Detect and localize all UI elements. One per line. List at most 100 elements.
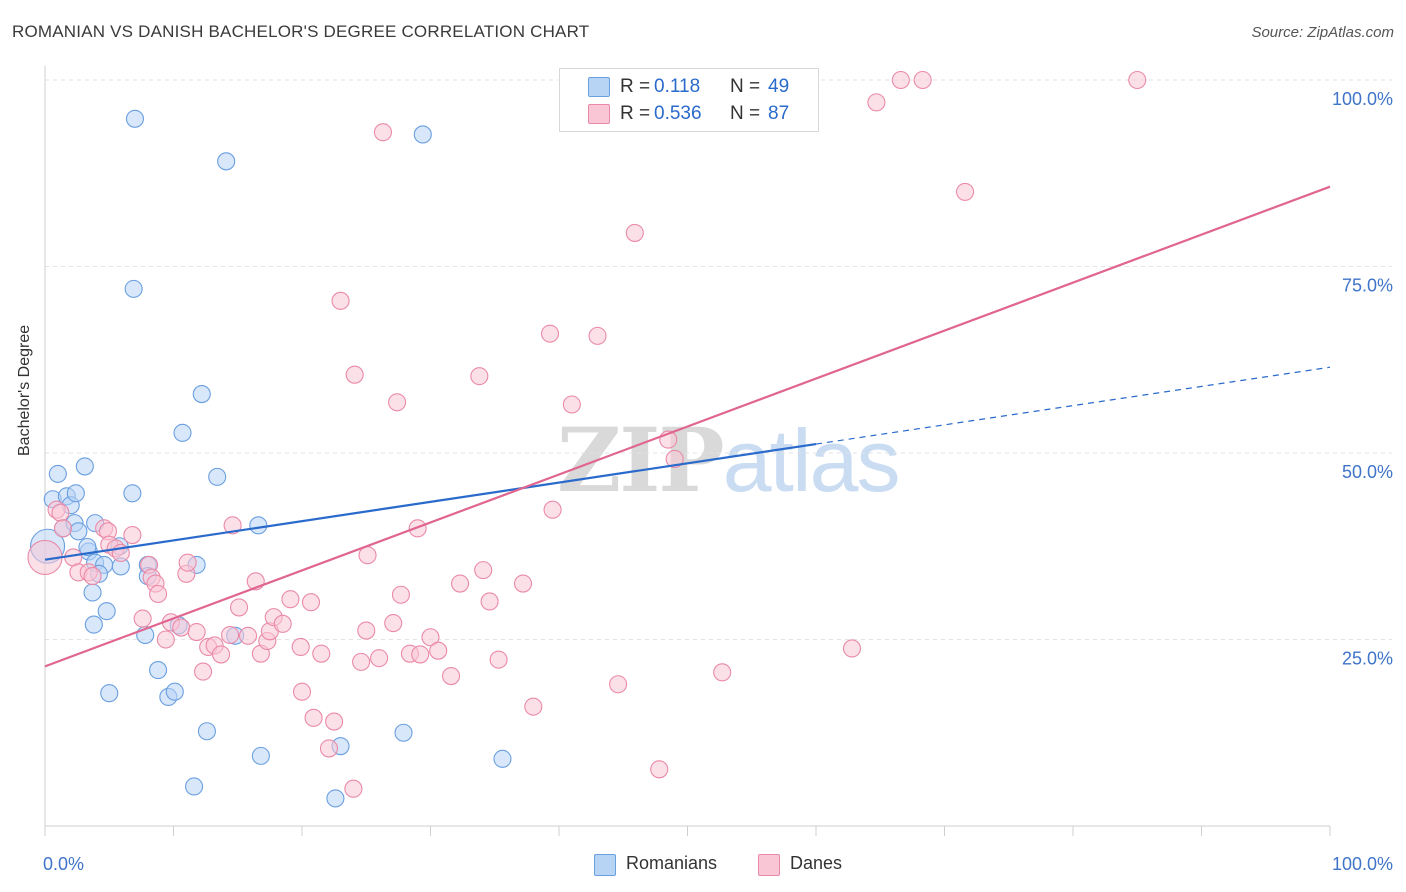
source-label: Source: ZipAtlas.com <box>1251 24 1394 41</box>
dane-point <box>319 739 339 758</box>
dane-point <box>370 649 389 668</box>
chart-title: ROMANIAN VS DANISH BACHELOR'S DEGREE COR… <box>12 22 590 41</box>
dane-point <box>442 667 461 686</box>
dane-point <box>238 626 258 645</box>
n-value-romanians: 49 <box>768 76 790 97</box>
dane-point <box>325 712 344 731</box>
romanian-point <box>173 423 192 442</box>
romanian-point <box>123 484 142 503</box>
dane-point <box>474 561 493 580</box>
romanian-point <box>251 746 270 765</box>
dane-point <box>625 223 644 242</box>
dane-point <box>421 628 440 647</box>
dane-point <box>388 393 407 412</box>
y-tick-label: 25.0% <box>1342 649 1393 669</box>
romanian-point <box>125 109 144 128</box>
dane-point <box>1128 70 1147 90</box>
dane-point <box>956 182 975 201</box>
dane-point <box>373 123 393 142</box>
dane-point <box>451 574 470 593</box>
romanians-trend-line <box>44 442 817 561</box>
r-label: R = <box>620 76 651 97</box>
legend-row-danes: R = 0.536 N = 87 <box>560 101 818 127</box>
romanian-point <box>413 125 432 144</box>
romanian-point <box>249 516 268 535</box>
dane-point <box>223 516 242 535</box>
romanian-point <box>149 661 168 680</box>
romanians-trend-extension <box>815 366 1331 445</box>
dane-point <box>543 500 562 519</box>
x-tick-label: 0.0% <box>43 854 84 874</box>
dane-point <box>470 367 489 386</box>
romanian-point <box>48 464 67 483</box>
romanian-point <box>217 152 236 171</box>
romanian-point <box>78 537 97 557</box>
y-tick-label: 75.0% <box>1342 276 1393 296</box>
dane-point <box>292 682 312 701</box>
dane-point <box>391 585 410 604</box>
dane-point <box>178 553 197 572</box>
dane-point <box>187 622 206 642</box>
dane-point <box>281 590 300 609</box>
dane-point <box>211 645 231 664</box>
romanian-point <box>326 789 345 808</box>
dane-point <box>562 395 581 414</box>
dane-point <box>149 584 168 604</box>
stats-legend: R = 0.118 N = 49 R = 0.536 N = 87 <box>559 68 819 132</box>
dane-point <box>352 652 371 671</box>
r-label: R = <box>620 103 651 124</box>
dane-point <box>345 365 364 384</box>
r-value-danes: 0.536 <box>654 103 702 124</box>
romanian-point <box>83 583 102 602</box>
dane-point <box>83 567 102 586</box>
dane-point <box>588 326 607 345</box>
dane-point <box>665 449 684 469</box>
dane-point <box>156 630 175 649</box>
romanian-point <box>97 602 116 621</box>
dane-point <box>301 593 321 612</box>
dane-point <box>609 675 628 694</box>
r-value-romanians: 0.118 <box>654 76 701 97</box>
x-tick-label: 100.0% <box>1332 854 1393 874</box>
romanians-swatch <box>588 77 610 97</box>
romanian-point <box>84 615 103 634</box>
dane-point <box>51 503 70 522</box>
romanian-point <box>185 777 204 796</box>
y-tick-label: 100.0% <box>1332 89 1393 109</box>
romanian-point <box>124 279 143 298</box>
romanian-point <box>493 749 512 768</box>
n-label: N = <box>730 103 761 124</box>
romanian-point <box>192 385 211 404</box>
dane-point <box>489 650 508 669</box>
romanian-point <box>66 484 85 503</box>
danes-trend-line <box>44 185 1331 668</box>
dane-point <box>429 641 448 660</box>
romanian-point <box>165 682 184 701</box>
romanians-legend-swatch <box>594 854 616 876</box>
dane-point <box>123 526 142 545</box>
dane-point <box>891 70 910 90</box>
dane-point <box>312 644 331 663</box>
dane-point <box>273 614 292 633</box>
y-tick-label: 50.0% <box>1342 462 1393 482</box>
romanian-point <box>394 723 413 742</box>
danes-swatch <box>588 104 610 124</box>
n-label: N = <box>730 76 761 97</box>
dane-point <box>842 639 862 658</box>
danes-legend-swatch <box>758 854 780 876</box>
y-axis-label: Bachelor's Degree <box>16 324 33 456</box>
dane-point <box>867 93 886 112</box>
romanian-point <box>208 467 227 486</box>
dane-point <box>304 708 323 727</box>
romanian-point <box>100 684 119 703</box>
dane-point <box>331 291 350 310</box>
dane-point <box>172 618 191 637</box>
dane-point <box>53 519 73 538</box>
dane-point <box>344 779 363 798</box>
romanians-legend-label: Romanians <box>626 853 718 873</box>
dane-point <box>913 70 932 90</box>
dane-point <box>291 637 310 657</box>
romanian-point <box>75 457 94 476</box>
dane-point <box>524 697 543 716</box>
